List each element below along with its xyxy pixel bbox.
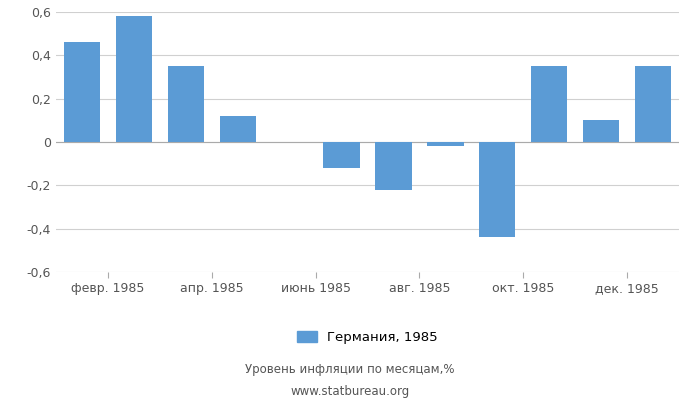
Text: www.statbureau.org: www.statbureau.org [290,386,410,398]
Bar [479,142,515,237]
Bar [64,42,100,142]
Text: Уровень инфляции по месяцам,%: Уровень инфляции по месяцам,% [245,364,455,376]
Bar [220,116,256,142]
Bar [167,66,204,142]
Bar [323,142,360,168]
Legend: Германия, 1985: Германия, 1985 [292,325,443,349]
Bar [375,142,412,190]
Bar [635,66,671,142]
Bar [116,16,152,142]
Bar [583,120,620,142]
Bar [531,66,568,142]
Bar [427,142,463,146]
